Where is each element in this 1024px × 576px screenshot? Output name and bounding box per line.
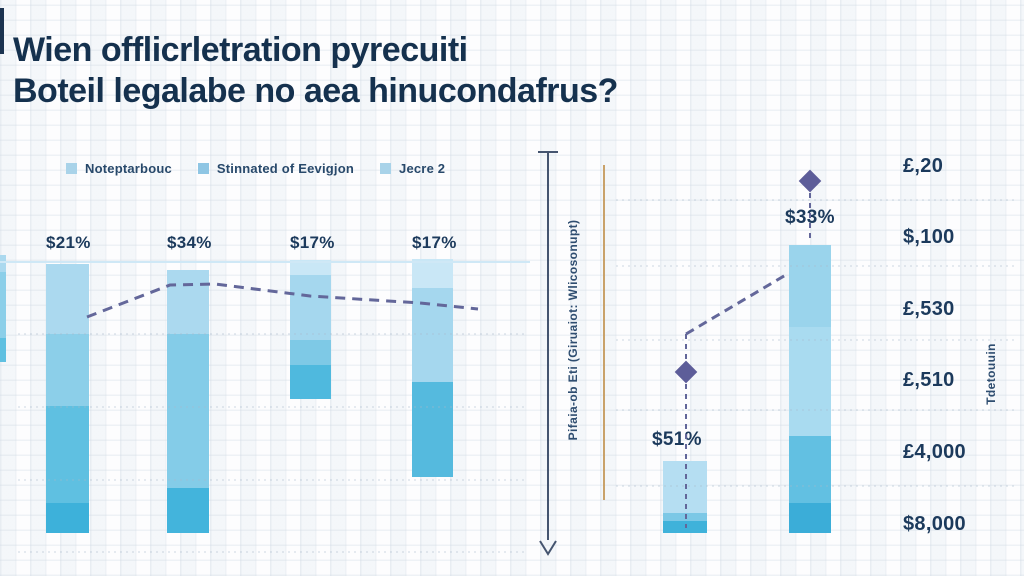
bar-segment [789, 327, 831, 436]
legend-item-2: Stinnated of Eevigjon [197, 161, 355, 176]
bar-segment [663, 521, 707, 533]
bar-segment [412, 259, 453, 288]
page-title: Wien offlicrletration pyrecuiti Boteil l… [13, 30, 793, 112]
y-axis-tick-label: £,20 [903, 155, 944, 177]
bar-segment [167, 270, 209, 334]
bar-segment [46, 264, 89, 334]
legend-swatch-icon [380, 163, 392, 174]
legend-swatch-icon [66, 163, 77, 174]
bar-value-label: $33% [785, 207, 835, 228]
legend: Noteptarbouc Stinnated of Eevigjon Jecre… [66, 161, 445, 176]
bar-segment [789, 436, 831, 503]
bar-segment [290, 340, 331, 365]
legend-item-1: Noteptarbouc [66, 161, 172, 176]
bar-segment [167, 334, 209, 488]
bar-segment [290, 260, 331, 275]
stacked-bar [789, 245, 831, 533]
bar-segment [167, 488, 209, 533]
stacked-bar [290, 260, 331, 399]
y-axis-tick-label: £,530 [903, 298, 955, 320]
bar-segment [412, 288, 453, 382]
legend-swatch-icon [197, 163, 209, 174]
page-title-line1: Wien offlicrletration pyrecuiti [13, 31, 468, 69]
y-axis-tick-label: $8,000 [903, 513, 966, 535]
bar-segment [290, 275, 331, 340]
bar-segment [290, 365, 331, 399]
y-axis-tick-label: £4,000 [903, 441, 966, 463]
legend-label: Jecre 2 [399, 161, 446, 176]
y-axis-tick-label: $,100 [903, 226, 955, 248]
bar-segment [789, 245, 831, 327]
legend-label: Stinnated of Eevigjon [216, 161, 355, 176]
stacked-bar [167, 270, 209, 533]
edge-crop-mark [0, 8, 4, 54]
bar-value-label: $21% [46, 233, 91, 252]
bar-segment [0, 338, 6, 362]
page-title-line2: Boteil legalabe no aea hinucondafrus? [13, 72, 618, 110]
legend-item-3: Jecre 2 [380, 161, 445, 176]
bar-segment [663, 513, 707, 521]
legend-label: Noteptarbouc [85, 161, 172, 176]
bar-segment [789, 503, 831, 533]
bar-value-label: $17% [412, 233, 457, 252]
bar-value-label: $51% [652, 429, 702, 450]
stacked-bar [412, 259, 453, 477]
cropped-edge-bar [0, 255, 6, 362]
bar-segment [46, 406, 89, 503]
bar-value-label: $17% [290, 233, 335, 252]
bar-segment [412, 382, 453, 477]
stacked-bar [663, 461, 707, 533]
bar-segment [0, 272, 6, 338]
bar-segment [0, 255, 6, 272]
y-axis-tick-label: £,510 [903, 369, 955, 391]
bar-value-label: $34% [167, 233, 212, 252]
bar-segment [46, 334, 89, 406]
bar-segment [46, 503, 89, 533]
stacked-bar [46, 264, 89, 533]
bar-segment [663, 461, 707, 513]
